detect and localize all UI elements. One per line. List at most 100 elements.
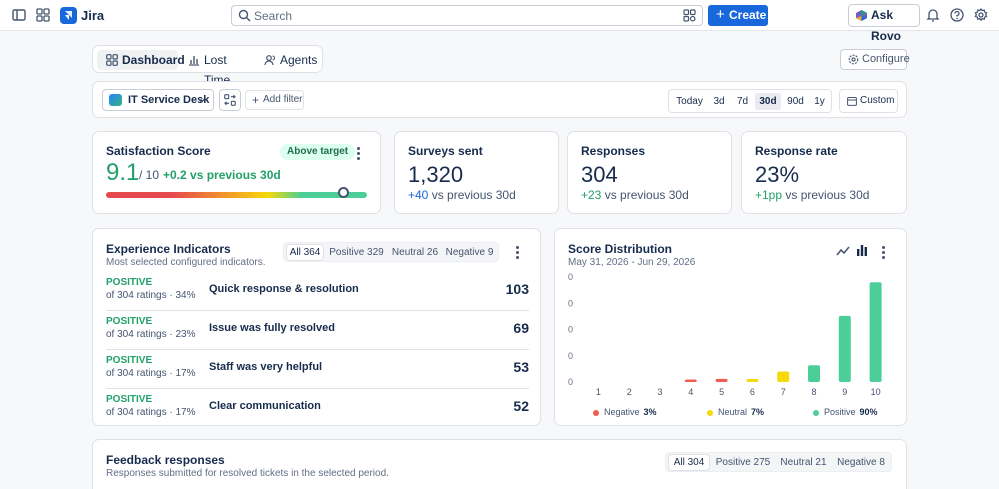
bar-chart-icon [189,56,199,66]
range-3d[interactable]: 3d [713,96,725,107]
indicator-count: 52 [513,398,529,414]
project-name: IT Service Desk [128,94,210,106]
create-button[interactable]: + Create [708,5,768,26]
filter-negative[interactable]: Negative 8 [837,457,885,468]
indicator-row[interactable]: POSITIVE of 304 ratings · 34% Quick resp… [106,272,529,311]
more-options-icon[interactable] [882,246,886,260]
configure-button[interactable]: Configure [840,49,910,70]
search-input[interactable]: Search [231,5,703,26]
compare-icon [224,94,236,106]
satisfaction-delta: +0.2 vs previous 30d [163,168,281,182]
rovo-icon [856,10,867,21]
experience-filter-tabs: All 364 Positive 329 Neutral 26 Negative… [283,242,499,262]
legend-swatch [813,409,819,416]
line-chart-icon[interactable] [836,245,850,257]
notifications-icon[interactable] [926,8,940,22]
tab-dashboard[interactable]: Dashboard [97,50,185,70]
x-tick-label: 6 [750,387,755,397]
custom-label: Custom [860,95,895,106]
top-navigation-bar: Jira Search + Create Ask Rovo [0,0,999,43]
feedback-subtitle: Responses submitted for resolved tickets… [106,468,389,479]
create-label: Create [729,8,767,22]
sentiment-tag: POSITIVE [106,394,153,405]
search-placeholder: Search [254,9,293,23]
indicator-row[interactable]: POSITIVE of 304 ratings · 17% Staff was … [106,350,529,389]
indicator-row[interactable]: POSITIVE of 304 ratings · 17% Clear comm… [106,389,529,428]
satisfaction-gauge [106,192,367,198]
help-icon[interactable] [950,8,964,22]
feedback-title: Feedback responses [106,453,225,467]
indicator-label: Clear communication [209,400,321,412]
app-switcher-icon[interactable] [36,8,50,22]
custom-range-button[interactable]: Custom [839,89,898,113]
filter-all[interactable]: All 364 [287,245,323,260]
score-distribution-chart: 0 0 0 0 0 1 2 3 4 5 6 7 8 9 10 [568,272,882,397]
ask-rovo-button[interactable]: Ask Rovo [848,4,920,43]
date-range-selector: Today 3d 7d 30d 90d 1y [668,89,832,113]
filter-all[interactable]: All 304 [669,455,709,470]
search-filter-icon[interactable] [683,9,696,22]
range-30d[interactable]: 30d [755,93,781,110]
kpi-delta-line: +1pp vs previous 30d [755,188,869,202]
kpi-delta-line: +23 vs previous 30d [581,188,689,202]
chart-bar-10[interactable] [869,282,882,382]
kpi-delta: +1pp [755,188,783,202]
app-name[interactable]: Jira [81,8,105,23]
indicator-meta: of 304 ratings · 34% [106,290,196,301]
y-tick-label: 0 [568,298,573,308]
legend-swatch [593,409,599,416]
kpi-title: Surveys sent [408,144,483,158]
indicator-count: 53 [513,359,529,375]
indicator-row[interactable]: POSITIVE of 304 ratings · 23% Issue was … [106,311,529,350]
chart-bar-8[interactable] [808,365,820,382]
tab-agents[interactable]: Agents [255,50,319,70]
range-today[interactable]: Today [676,96,703,107]
legend-label: Negative [604,407,640,417]
filter-negative[interactable]: Negative 9 [445,247,494,258]
kpi-card-responses: Responses 304 +23 vs previous 30d [567,131,732,214]
sentiment-tag: POSITIVE [106,316,153,327]
y-tick-label: 0 [568,351,573,361]
chart-bar-9[interactable] [838,315,851,382]
chart-bar-7[interactable] [777,371,790,383]
jira-logo-icon[interactable] [60,7,77,24]
kpi-delta-suffix: vs previous 30d [428,188,516,202]
range-7d[interactable]: 7d [736,96,749,107]
sidebar-toggle-icon[interactable] [12,8,26,22]
more-options-icon[interactable] [357,147,361,161]
chart-bar-5[interactable] [715,378,728,382]
kpi-delta: +23 [581,188,602,202]
score-distribution-card: Score Distribution May 31, 2026 - Jun 29… [554,228,907,426]
filter-positive[interactable]: Positive 329 [329,247,384,258]
add-filter-button[interactable]: + Add filter [245,90,304,110]
bar-chart-icon[interactable] [856,244,868,257]
experience-title: Experience Indicators [106,242,231,256]
chart-bar-4[interactable] [684,379,697,383]
settings-icon[interactable] [974,8,988,22]
tab-lost-time[interactable]: Lost Time [179,50,251,87]
legend-label: Neutral [718,407,748,417]
more-options-icon[interactable] [516,246,520,260]
calendar-icon [847,97,857,106]
kpi-delta-suffix: vs previous 30d [782,188,870,202]
project-selector[interactable]: IT Service Desk [102,89,214,111]
feedback-responses-card: Feedback responses Responses submitted f… [92,439,907,489]
filter-neutral[interactable]: Neutral 21 [780,457,827,468]
indicator-label: Quick response & resolution [209,283,359,295]
kpi-delta-line: +40 vs previous 30d [408,188,516,202]
ask-rovo-label: Ask Rovo [871,8,901,43]
indicator-count: 69 [513,320,529,336]
y-tick-label: 0 [568,377,573,387]
filter-neutral[interactable]: Neutral 26 [391,247,439,258]
experience-subtitle: Most selected configured indicators. [106,257,266,268]
compare-button[interactable] [219,89,241,111]
filter-positive[interactable]: Positive 275 [715,457,771,468]
legend-label: Positive [824,407,856,417]
project-avatar-icon [109,94,122,106]
kpi-delta-suffix: vs previous 30d [601,188,689,202]
chart-bar-6[interactable] [746,378,759,382]
range-1y[interactable]: 1y [814,96,825,107]
range-90d[interactable]: 90d [787,96,804,107]
legend-item-neutral: Neutral 7% [707,407,764,417]
x-tick-label: 9 [842,387,847,397]
